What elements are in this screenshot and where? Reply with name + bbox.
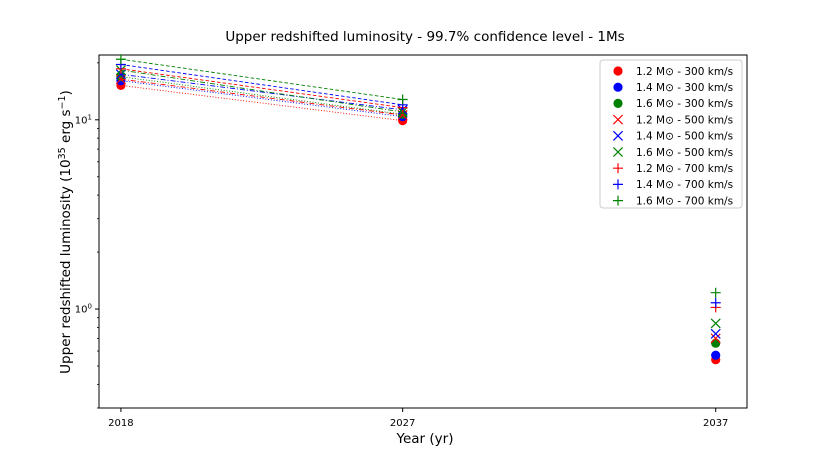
data-point <box>710 287 721 298</box>
data-point <box>115 74 126 85</box>
data-point <box>710 318 721 329</box>
series-line <box>120 78 403 116</box>
legend-entry: 1.4 M⊙ - 500 km/s <box>612 130 733 143</box>
legend-label: 1.4 M⊙ - 500 km/s <box>636 131 733 143</box>
x-axis: 2018 2027 2037 <box>108 408 728 429</box>
data-point <box>397 94 408 105</box>
x-axis-label: Year (yr) <box>396 431 454 447</box>
x-tick-label: 2027 <box>390 418 415 429</box>
data-point <box>710 297 721 308</box>
y-axis-label-main: Upper redshifted luminosity (10 <box>58 159 74 373</box>
y-axis-label-end: ) <box>58 90 74 95</box>
chart-title: Upper redshifted luminosity - 99.7% conf… <box>225 29 624 45</box>
legend-box <box>599 59 743 209</box>
legend: 1.2 M⊙ - 300 km/s 1.4 M⊙ - 300 km/s 1.6 M⊙… <box>599 59 743 209</box>
legend-marker <box>613 195 623 206</box>
x-tick-label: 2018 <box>108 418 133 429</box>
legend-marker <box>613 163 623 174</box>
legend-entry: 1.2 M⊙ - 500 km/s <box>612 114 733 126</box>
legend-entry: 1.6 M⊙ - 300 km/s <box>613 98 733 110</box>
y-axis-label: Upper redshifted luminosity (1035 erg s−… <box>57 90 75 374</box>
data-point <box>711 350 721 360</box>
data-point <box>711 338 721 348</box>
plot-frame <box>98 54 748 409</box>
legend-marker <box>613 179 623 190</box>
legend-label: 1.6 M⊙ - 500 km/s <box>636 147 733 159</box>
legend-label: 1.2 M⊙ - 500 km/s <box>636 114 733 126</box>
y-axis-label-exp1: 35 <box>57 147 68 159</box>
y-axis: 100 101 <box>75 62 99 409</box>
x-tick-label: 2037 <box>703 418 728 429</box>
series-4 <box>115 74 721 344</box>
legend-entry: 1.2 M⊙ - 300 km/s <box>613 66 733 78</box>
series-layer <box>115 54 721 365</box>
legend-entry: 1.4 M⊙ - 700 km/s <box>613 179 733 191</box>
legend-marker <box>613 82 623 92</box>
legend-marker <box>613 66 623 76</box>
legend-label: 1.6 M⊙ - 700 km/s <box>636 195 733 207</box>
legend-label: 1.2 M⊙ - 300 km/s <box>636 66 733 78</box>
legend-label: 1.6 M⊙ - 300 km/s <box>636 98 733 110</box>
legend-marker <box>613 98 623 108</box>
series-9 <box>115 54 721 298</box>
legend-entry: 1.6 M⊙ - 500 km/s <box>612 146 733 159</box>
legend-marker <box>612 146 624 158</box>
y-tick-label: 100 <box>75 303 92 316</box>
y-axis-label-mid: erg s <box>58 109 74 147</box>
data-point <box>710 328 721 339</box>
series-line <box>120 73 403 111</box>
legend-label: 1.4 M⊙ - 300 km/s <box>636 82 733 94</box>
data-point <box>710 333 721 344</box>
series-line <box>120 69 403 113</box>
legend-entry: 1.4 M⊙ - 300 km/s <box>613 82 733 94</box>
series-line <box>120 64 403 106</box>
series-line <box>120 58 403 100</box>
y-tick-label: 101 <box>75 113 92 126</box>
y-axis-label-exp2: −1 <box>57 95 68 109</box>
legend-label: 1.2 M⊙ - 700 km/s <box>636 163 733 175</box>
legend-entry: 1.2 M⊙ - 700 km/s <box>613 163 733 175</box>
series-line <box>120 68 403 109</box>
legend-marker <box>612 114 624 125</box>
legend-marker <box>612 130 624 141</box>
data-point <box>115 54 126 65</box>
legend-entry: 1.6 M⊙ - 700 km/s <box>613 195 733 207</box>
data-point <box>115 69 126 80</box>
series-line <box>120 76 403 115</box>
legend-label: 1.4 M⊙ - 700 km/s <box>636 179 733 191</box>
